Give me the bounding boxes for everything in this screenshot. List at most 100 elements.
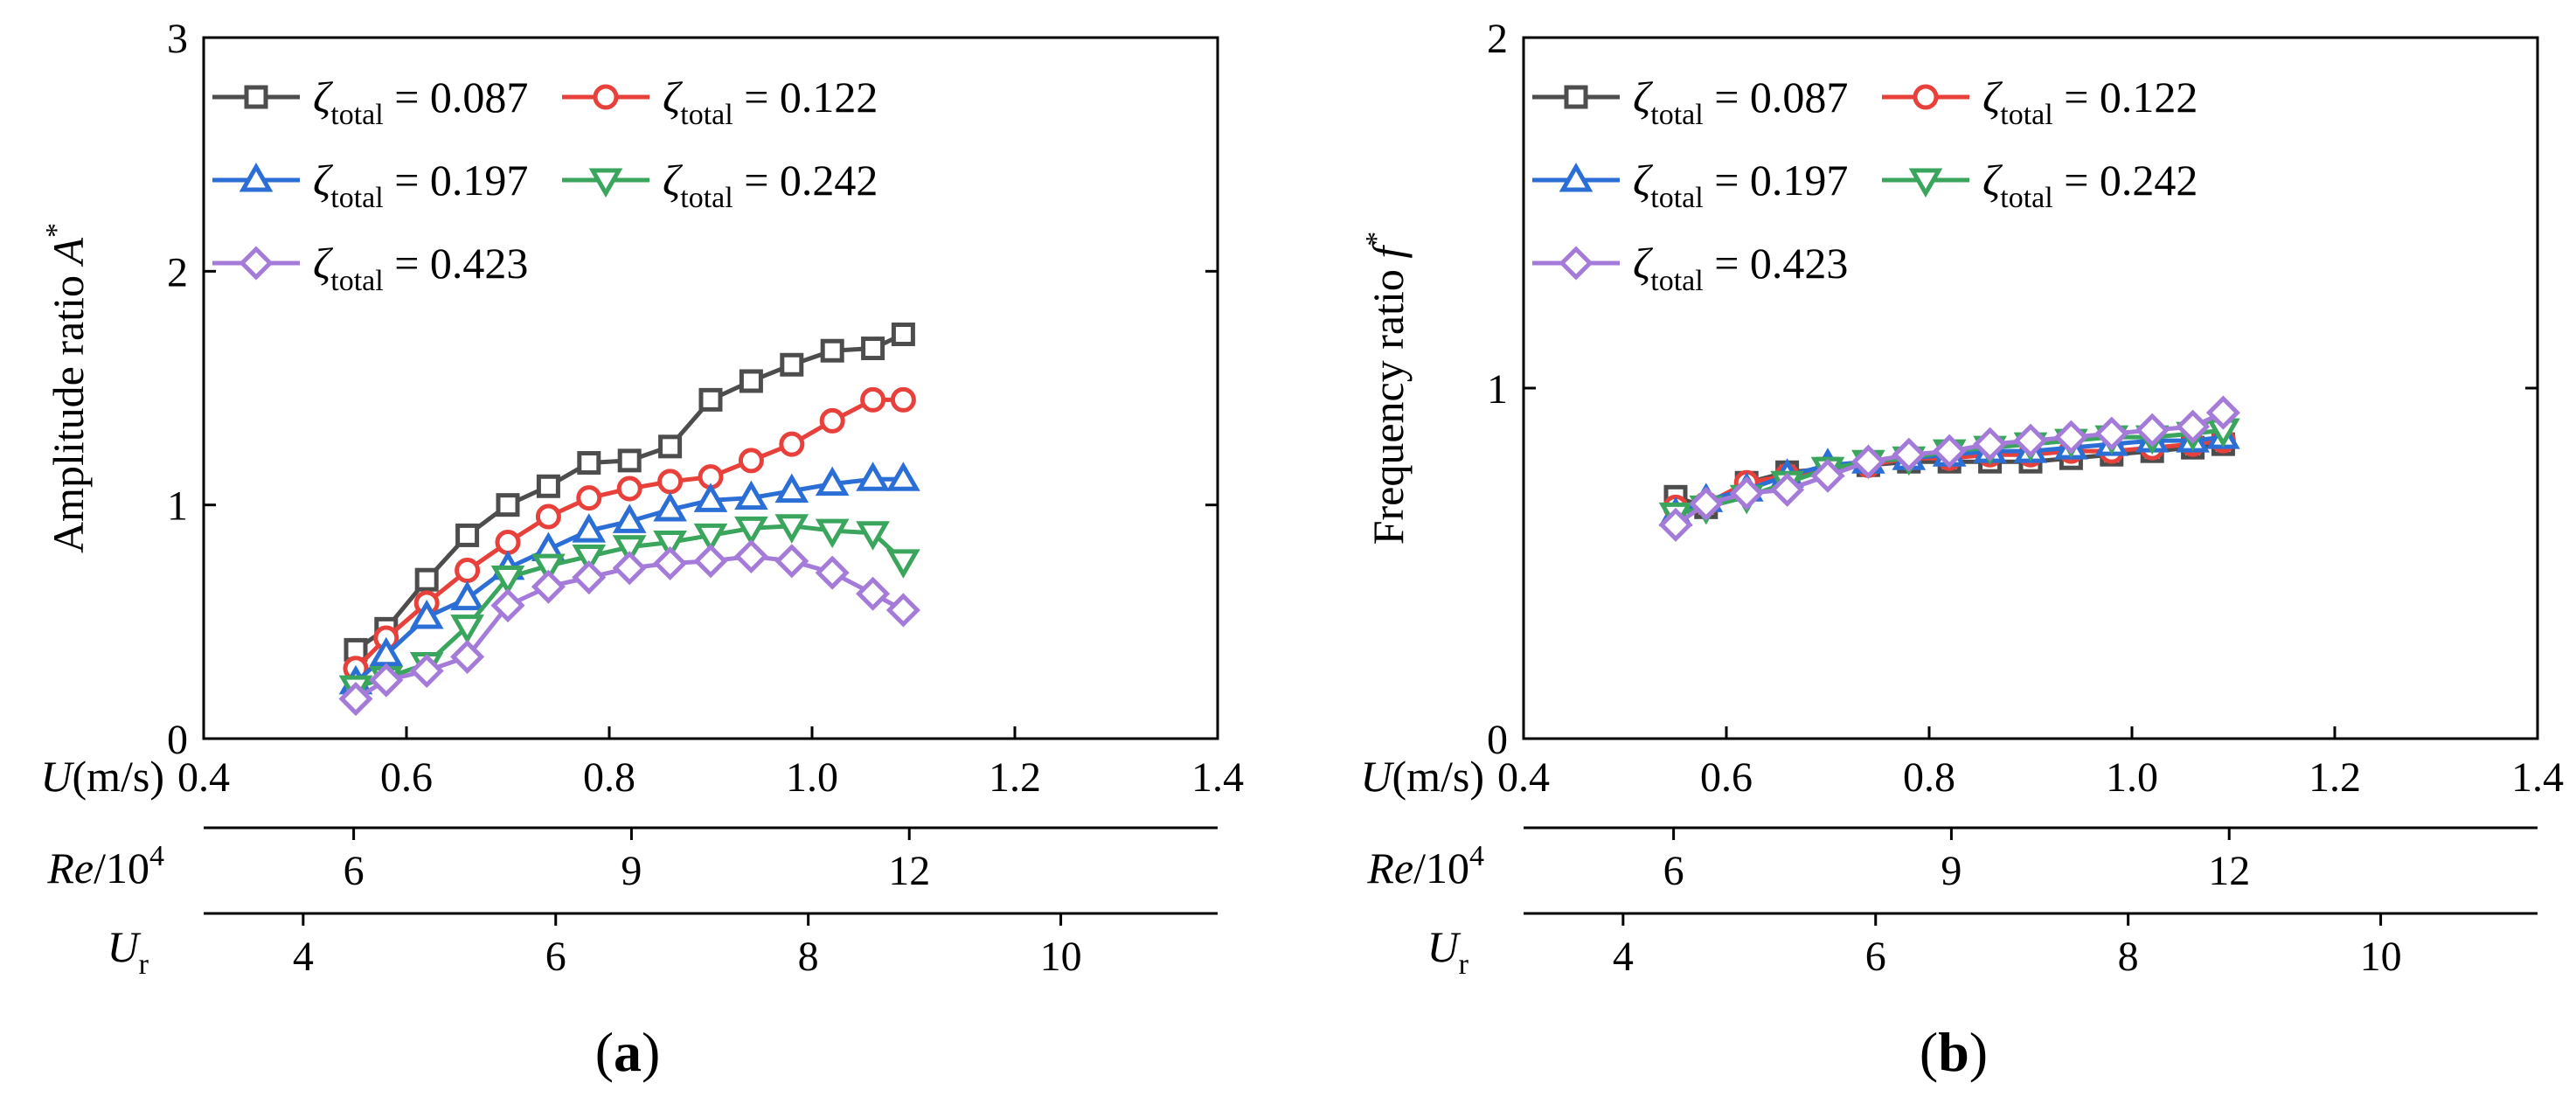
legend-marker bbox=[244, 85, 268, 109]
legend-value: = 0.197 bbox=[1704, 156, 1849, 205]
panel-label-b: (b) bbox=[1920, 1021, 1988, 1083]
data-point bbox=[774, 514, 809, 544]
ur-subscript: r bbox=[139, 948, 149, 981]
y-tick-label: 0 bbox=[167, 717, 188, 763]
data-point bbox=[815, 555, 850, 590]
data-point bbox=[2094, 416, 2129, 451]
y-axis-label-sup: * bbox=[40, 223, 73, 238]
y-tick-label: 1 bbox=[167, 483, 188, 530]
legend-label: ζtotal = 0.423 bbox=[1633, 239, 1848, 297]
y-tick-label: 2 bbox=[1487, 16, 1508, 62]
x-tick-label: 1.2 bbox=[989, 754, 1041, 801]
data-point bbox=[612, 503, 647, 533]
data-point bbox=[693, 544, 728, 579]
legend-symbol: ζ bbox=[1633, 239, 1654, 288]
re-tick-label: 12 bbox=[888, 848, 930, 894]
data-point bbox=[733, 538, 768, 574]
x-axis-label-re: Re/104 bbox=[1366, 840, 1484, 892]
legend-symbol: ζ bbox=[663, 156, 684, 205]
legend-marker bbox=[239, 246, 274, 281]
legend-entry-5: ζtotal = 0.423 bbox=[1532, 239, 1848, 297]
data-point bbox=[734, 480, 768, 510]
legend-label: ζtotal = 0.087 bbox=[1633, 73, 1848, 131]
series-1 bbox=[344, 323, 915, 662]
legend-value: = 0.423 bbox=[1704, 239, 1849, 288]
re-unit: /10 bbox=[1413, 844, 1469, 892]
data-point bbox=[738, 448, 764, 474]
data-point bbox=[774, 544, 809, 579]
data-point bbox=[535, 503, 561, 530]
data-point bbox=[577, 451, 601, 476]
y-axis-label-var: A bbox=[44, 238, 93, 267]
ur-subscript: r bbox=[1459, 948, 1469, 981]
data-point bbox=[658, 434, 683, 459]
data-point bbox=[369, 663, 404, 698]
data-point bbox=[815, 466, 850, 496]
legend-label: ζtotal = 0.122 bbox=[1982, 73, 2198, 131]
re-tick-label: 6 bbox=[1663, 848, 1684, 894]
data-point bbox=[531, 553, 566, 584]
data-point bbox=[409, 653, 444, 689]
re-unit: /10 bbox=[94, 844, 149, 892]
data-point bbox=[536, 474, 560, 498]
ur-tick-label: 6 bbox=[545, 934, 566, 980]
x-tick-label: 1.4 bbox=[1191, 754, 1244, 801]
legend-entry-1: ζtotal = 0.087 bbox=[1532, 73, 1848, 131]
legend-marker bbox=[1559, 162, 1594, 192]
legend-marker bbox=[1908, 168, 1943, 198]
legend-entry-2: ζtotal = 0.122 bbox=[562, 73, 878, 131]
re-symbol: Re bbox=[1366, 844, 1413, 892]
y-ticks: 0 1 2 3 bbox=[167, 16, 1218, 763]
data-point bbox=[616, 476, 642, 502]
data-point bbox=[819, 407, 845, 434]
data-point bbox=[1770, 472, 1805, 507]
re-symbol: Re bbox=[46, 844, 94, 892]
data-point bbox=[820, 338, 844, 363]
u-unit: (m/s) bbox=[1392, 752, 1484, 801]
data-point bbox=[693, 483, 728, 512]
data-point bbox=[2135, 413, 2170, 448]
legend-symbol: ζ bbox=[313, 73, 334, 122]
data-point bbox=[450, 614, 484, 644]
panel-label-letter: a bbox=[614, 1021, 642, 1083]
data-point bbox=[1973, 427, 2008, 462]
panel-label-a: (a) bbox=[595, 1021, 661, 1083]
data-point bbox=[1810, 458, 1845, 493]
panel-label-close: ) bbox=[642, 1021, 660, 1083]
re-exponent: 4 bbox=[1469, 840, 1484, 872]
data-point bbox=[2176, 409, 2211, 444]
series-5 bbox=[1658, 395, 2240, 542]
data-point bbox=[576, 485, 602, 511]
ur-symbol: U bbox=[108, 922, 142, 971]
legend-label: ζtotal = 0.197 bbox=[313, 156, 528, 214]
panel-label-open: ( bbox=[1920, 1021, 1938, 1083]
data-point bbox=[1932, 434, 1967, 469]
data-point bbox=[779, 431, 805, 457]
x-tick-label: 0.6 bbox=[380, 754, 433, 801]
data-point bbox=[1689, 486, 1724, 521]
legend-subscript: total bbox=[2000, 182, 2052, 214]
data-point bbox=[2205, 395, 2240, 430]
legend-entry-4: ζtotal = 0.242 bbox=[1882, 156, 2198, 214]
legend-symbol: ζ bbox=[313, 156, 334, 205]
y-axis-label-sup: * bbox=[1360, 232, 1392, 246]
legend-value: = 0.242 bbox=[733, 156, 878, 205]
legend-label: ζtotal = 0.242 bbox=[663, 156, 878, 214]
data-point bbox=[495, 529, 521, 555]
data-point bbox=[490, 588, 525, 623]
y-axis-label: Frequency ratio f* bbox=[1360, 232, 1413, 545]
legend-marker bbox=[588, 168, 623, 198]
legend-marker bbox=[1564, 85, 1588, 109]
panel-label-letter: b bbox=[1938, 1021, 1969, 1083]
panel-label-close: ) bbox=[1969, 1021, 1988, 1083]
legend-entry-2: ζtotal = 0.122 bbox=[1882, 73, 2198, 131]
x-axis-label-ur: Ur bbox=[108, 922, 149, 981]
data-point bbox=[414, 567, 439, 592]
legend-symbol: ζ bbox=[1982, 73, 2003, 122]
plot-frame bbox=[1522, 36, 2539, 740]
x-tick-label: 0.4 bbox=[177, 754, 230, 801]
y-axis-label-main: Amplitude ratio bbox=[44, 265, 93, 554]
data-point bbox=[338, 682, 373, 717]
